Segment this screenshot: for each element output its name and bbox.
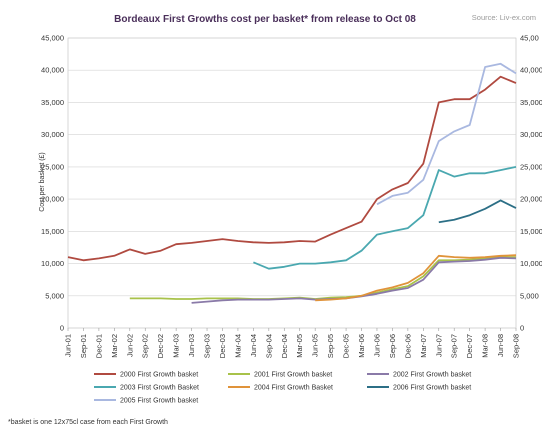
x-axis: Jun-01 Sep-01 Dec-01 Mar-02 Jun-02 Sep-02 Dec-… bbox=[64, 328, 521, 358]
legend-label: 2005 First Growth basket bbox=[120, 398, 198, 405]
x-tick-label: Mar-05 bbox=[295, 334, 304, 358]
y-tick-label: 15,000 bbox=[41, 227, 64, 236]
footnote: *basket is one 12x75cl case from each Fi… bbox=[8, 419, 168, 426]
series-line-2001-first-growth-basket bbox=[129, 256, 516, 300]
x-tick-label: Sep-01 bbox=[79, 334, 88, 358]
x-tick-label: Mar-02 bbox=[110, 334, 119, 358]
x-tick-label: Sep-03 bbox=[203, 334, 212, 358]
y-tick-label: 25,000 bbox=[41, 162, 64, 171]
y-tick-label: 45,000 bbox=[41, 34, 64, 43]
x-tick-label: Dec-02 bbox=[156, 334, 165, 358]
series-line-2005-first-growth-basket bbox=[376, 62, 517, 206]
y-tick-label-right: 25,000 bbox=[520, 162, 542, 171]
y-tick-label-right: 10,000 bbox=[520, 259, 542, 268]
y-tick-label: 10,000 bbox=[41, 259, 64, 268]
series-lines bbox=[67, 62, 517, 304]
series-line-2003-first-growth-basket bbox=[253, 166, 517, 270]
series-line-2000-first-growth-basket bbox=[67, 75, 517, 262]
x-tick-label: Sep-04 bbox=[264, 334, 273, 358]
y-tick-label: 0 bbox=[60, 324, 64, 333]
x-tick-label: Jun-08 bbox=[496, 334, 505, 357]
x-tick-label: Dec-07 bbox=[465, 334, 474, 358]
chart-source: Source: Liv-ex.com bbox=[472, 13, 536, 22]
x-tick-label: Dec-03 bbox=[218, 334, 227, 358]
x-tick-label: Sep-05 bbox=[326, 334, 335, 358]
y-tick-label: 35,000 bbox=[41, 98, 64, 107]
gridlines bbox=[68, 37, 516, 329]
series-line-2004-first-growth-basket bbox=[315, 254, 517, 302]
y-tick-label: 20,000 bbox=[41, 195, 64, 204]
x-tick-label: Mar-06 bbox=[357, 334, 366, 358]
y-axis-right: 0 5,000 10,000 15,000 20,000 25,000 30,000 35,0… bbox=[520, 34, 542, 333]
y-tick-label: 30,000 bbox=[41, 130, 64, 139]
legend-label: 2002 First Growth basket bbox=[393, 372, 471, 379]
y-tick-label-right: 35,000 bbox=[520, 98, 542, 107]
x-tick-label: Dec-01 bbox=[94, 334, 103, 358]
x-tick-label: Jun-06 bbox=[372, 334, 381, 357]
x-tick-label: Dec-04 bbox=[280, 334, 289, 358]
x-tick-label: Mar-07 bbox=[419, 334, 428, 358]
legend-label: 2000 First Growth basket bbox=[120, 372, 198, 379]
x-tick-label: Sep-07 bbox=[450, 334, 459, 358]
chart-title: Bordeaux First Growths cost per basket* … bbox=[114, 14, 416, 25]
x-tick-label: Dec-05 bbox=[342, 334, 351, 358]
y-axis-label: Cost per basket (£) bbox=[39, 152, 46, 212]
x-tick-label: Mar-03 bbox=[172, 334, 181, 358]
x-tick-label: Jun-04 bbox=[249, 334, 258, 357]
legend-label: 2003 First Growth Basket bbox=[120, 385, 199, 392]
y-tick-label-right: 5,000 bbox=[520, 291, 539, 300]
x-tick-label: Sep-08 bbox=[512, 334, 521, 358]
x-tick-label: Sep-02 bbox=[141, 334, 150, 358]
y-tick-label: 40,000 bbox=[41, 66, 64, 75]
y-tick-label-right: 20,000 bbox=[520, 195, 542, 204]
y-tick-label-right: 15,000 bbox=[520, 227, 542, 236]
legend-label: 2001 First Growth basket bbox=[254, 372, 332, 379]
x-tick-label: Mar-08 bbox=[481, 334, 490, 358]
x-tick-label: Jun-07 bbox=[434, 334, 443, 357]
x-tick-label: Jun-05 bbox=[311, 334, 320, 357]
y-tick-label-right: 0 bbox=[520, 324, 524, 333]
plot-frame bbox=[67, 37, 517, 329]
legend-label: 2006 First Growth basket bbox=[393, 385, 471, 392]
x-tick-label: Jun-01 bbox=[64, 334, 73, 357]
legend: 2000 First Growth basket 2001 First Growt… bbox=[94, 372, 471, 405]
series-line-2006-first-growth-basket bbox=[438, 199, 517, 224]
y-tick-label: 5,000 bbox=[45, 291, 64, 300]
x-tick-label: Mar-04 bbox=[233, 334, 242, 358]
x-tick-label: Dec-06 bbox=[403, 334, 412, 358]
y-tick-label-right: 45,00 bbox=[520, 34, 539, 43]
x-tick-label: Jun-02 bbox=[125, 334, 134, 357]
legend-label: 2004 First Growth Basket bbox=[254, 385, 333, 392]
y-tick-label-right: 40,000 bbox=[520, 66, 542, 75]
y-axis-left: 0 5,000 10,000 15,000 20,000 25,000 30,000 35,0… bbox=[41, 34, 64, 333]
y-tick-label-right: 30,000 bbox=[520, 130, 542, 139]
x-tick-label: Sep-06 bbox=[388, 334, 397, 358]
x-tick-label: Jun-03 bbox=[187, 334, 196, 357]
